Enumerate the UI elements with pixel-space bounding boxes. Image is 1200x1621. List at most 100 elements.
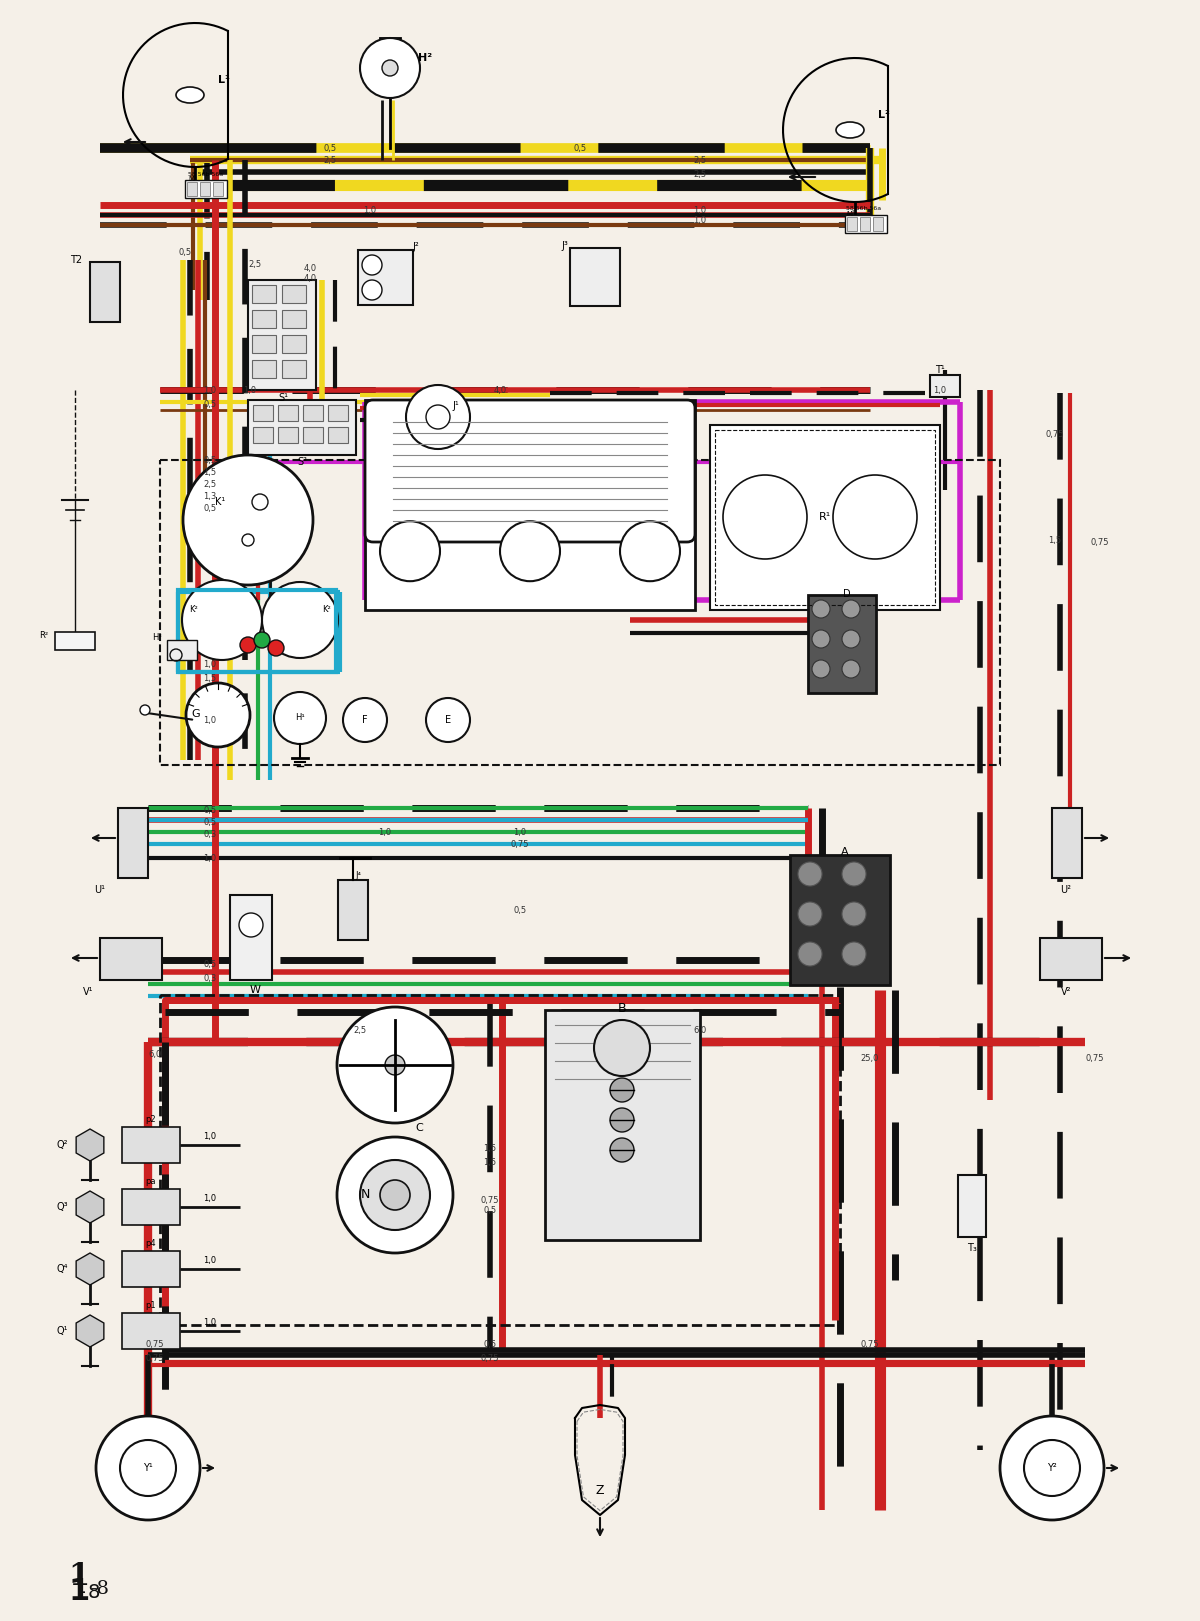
Text: T2: T2 <box>70 254 82 264</box>
Text: 6,0: 6,0 <box>694 1026 707 1034</box>
Bar <box>302 426 323 443</box>
Bar <box>860 217 870 232</box>
Text: J³: J³ <box>562 242 568 251</box>
Bar <box>358 250 413 305</box>
Text: 1,3: 1,3 <box>203 491 217 501</box>
Text: 0,5: 0,5 <box>204 504 216 512</box>
Circle shape <box>842 600 860 618</box>
Text: Q³: Q³ <box>56 1203 68 1213</box>
Text: pa: pa <box>145 1177 156 1187</box>
Text: 2,5: 2,5 <box>354 1026 366 1034</box>
Text: 0,5: 0,5 <box>514 906 527 914</box>
Text: M²: M² <box>846 211 854 217</box>
Polygon shape <box>76 1315 104 1347</box>
Bar <box>160 995 840 1324</box>
Text: p2: p2 <box>145 1115 156 1125</box>
Circle shape <box>343 699 386 742</box>
Text: 1,0: 1,0 <box>204 386 216 394</box>
Bar <box>230 895 272 981</box>
Bar <box>252 360 276 378</box>
Bar <box>847 217 857 232</box>
Bar <box>122 1251 180 1287</box>
Circle shape <box>610 1078 634 1102</box>
Text: 1,0: 1,0 <box>694 216 707 224</box>
Text: 2,5: 2,5 <box>204 480 216 488</box>
Text: 0,5: 0,5 <box>574 144 587 152</box>
Text: 1,0: 1,0 <box>204 854 216 862</box>
Text: 1,0: 1,0 <box>204 1195 216 1203</box>
Bar <box>365 400 695 609</box>
Text: 0,5: 0,5 <box>204 961 216 969</box>
Text: 1,5: 1,5 <box>484 1157 497 1167</box>
Bar <box>328 405 348 421</box>
Circle shape <box>362 280 382 300</box>
Circle shape <box>610 1109 634 1131</box>
Circle shape <box>382 60 398 76</box>
Text: 0,5: 0,5 <box>204 806 216 814</box>
Text: 1,0: 1,0 <box>694 206 707 214</box>
Bar <box>278 405 298 421</box>
Text: 1: 1 <box>68 1577 89 1606</box>
Text: L¹: L¹ <box>218 75 230 84</box>
Circle shape <box>798 862 822 887</box>
Text: K¹: K¹ <box>215 498 226 507</box>
Text: 1: 1 <box>68 1561 89 1592</box>
Text: 1,0: 1,0 <box>378 827 391 836</box>
Text: Y¹: Y¹ <box>143 1464 152 1473</box>
Bar <box>55 632 95 650</box>
Circle shape <box>798 942 822 966</box>
Bar <box>328 426 348 443</box>
Bar <box>338 880 368 940</box>
Text: 2,5: 2,5 <box>694 157 707 165</box>
Text: 0,5: 0,5 <box>484 1206 497 1214</box>
Bar <box>282 310 306 327</box>
Circle shape <box>380 522 440 582</box>
Circle shape <box>242 533 254 546</box>
Circle shape <box>426 405 450 430</box>
Text: 0,5: 0,5 <box>324 144 336 152</box>
Bar <box>302 405 323 421</box>
Circle shape <box>254 632 270 648</box>
Text: 58 56b 56a: 58 56b 56a <box>188 172 223 177</box>
Circle shape <box>96 1417 200 1520</box>
Bar <box>100 939 162 981</box>
Text: 0,5: 0,5 <box>179 248 192 256</box>
Circle shape <box>360 1161 430 1230</box>
Text: G: G <box>191 708 200 720</box>
Circle shape <box>842 942 866 966</box>
Text: H³: H³ <box>152 634 162 642</box>
Bar <box>118 807 148 879</box>
Ellipse shape <box>176 88 204 104</box>
Circle shape <box>842 631 860 648</box>
Bar <box>1040 939 1102 981</box>
Circle shape <box>842 660 860 678</box>
Circle shape <box>140 705 150 715</box>
Text: 1,0: 1,0 <box>204 1133 216 1141</box>
Bar <box>282 336 306 353</box>
Text: 4,0: 4,0 <box>493 386 506 394</box>
Bar <box>545 1010 700 1240</box>
Circle shape <box>620 522 680 582</box>
Text: 1,0: 1,0 <box>204 660 216 669</box>
Polygon shape <box>76 1128 104 1161</box>
Bar <box>90 263 120 323</box>
Text: 1,5: 1,5 <box>484 1143 497 1153</box>
Text: K²: K² <box>190 606 198 614</box>
Text: 0,5: 0,5 <box>204 400 216 410</box>
Circle shape <box>500 522 560 582</box>
Text: 1,5: 1,5 <box>204 467 216 477</box>
Text: 1,0: 1,0 <box>244 386 257 394</box>
Bar <box>282 285 306 303</box>
Circle shape <box>812 660 830 678</box>
Circle shape <box>120 1439 176 1496</box>
Circle shape <box>812 600 830 618</box>
Bar <box>790 854 890 986</box>
Bar <box>958 1175 986 1237</box>
Text: Q²: Q² <box>56 1140 68 1149</box>
Circle shape <box>182 580 262 660</box>
Bar <box>808 595 876 694</box>
Circle shape <box>380 1180 410 1209</box>
Text: Q⁴: Q⁴ <box>56 1264 68 1274</box>
Text: p1: p1 <box>145 1302 156 1310</box>
Bar <box>930 374 960 397</box>
